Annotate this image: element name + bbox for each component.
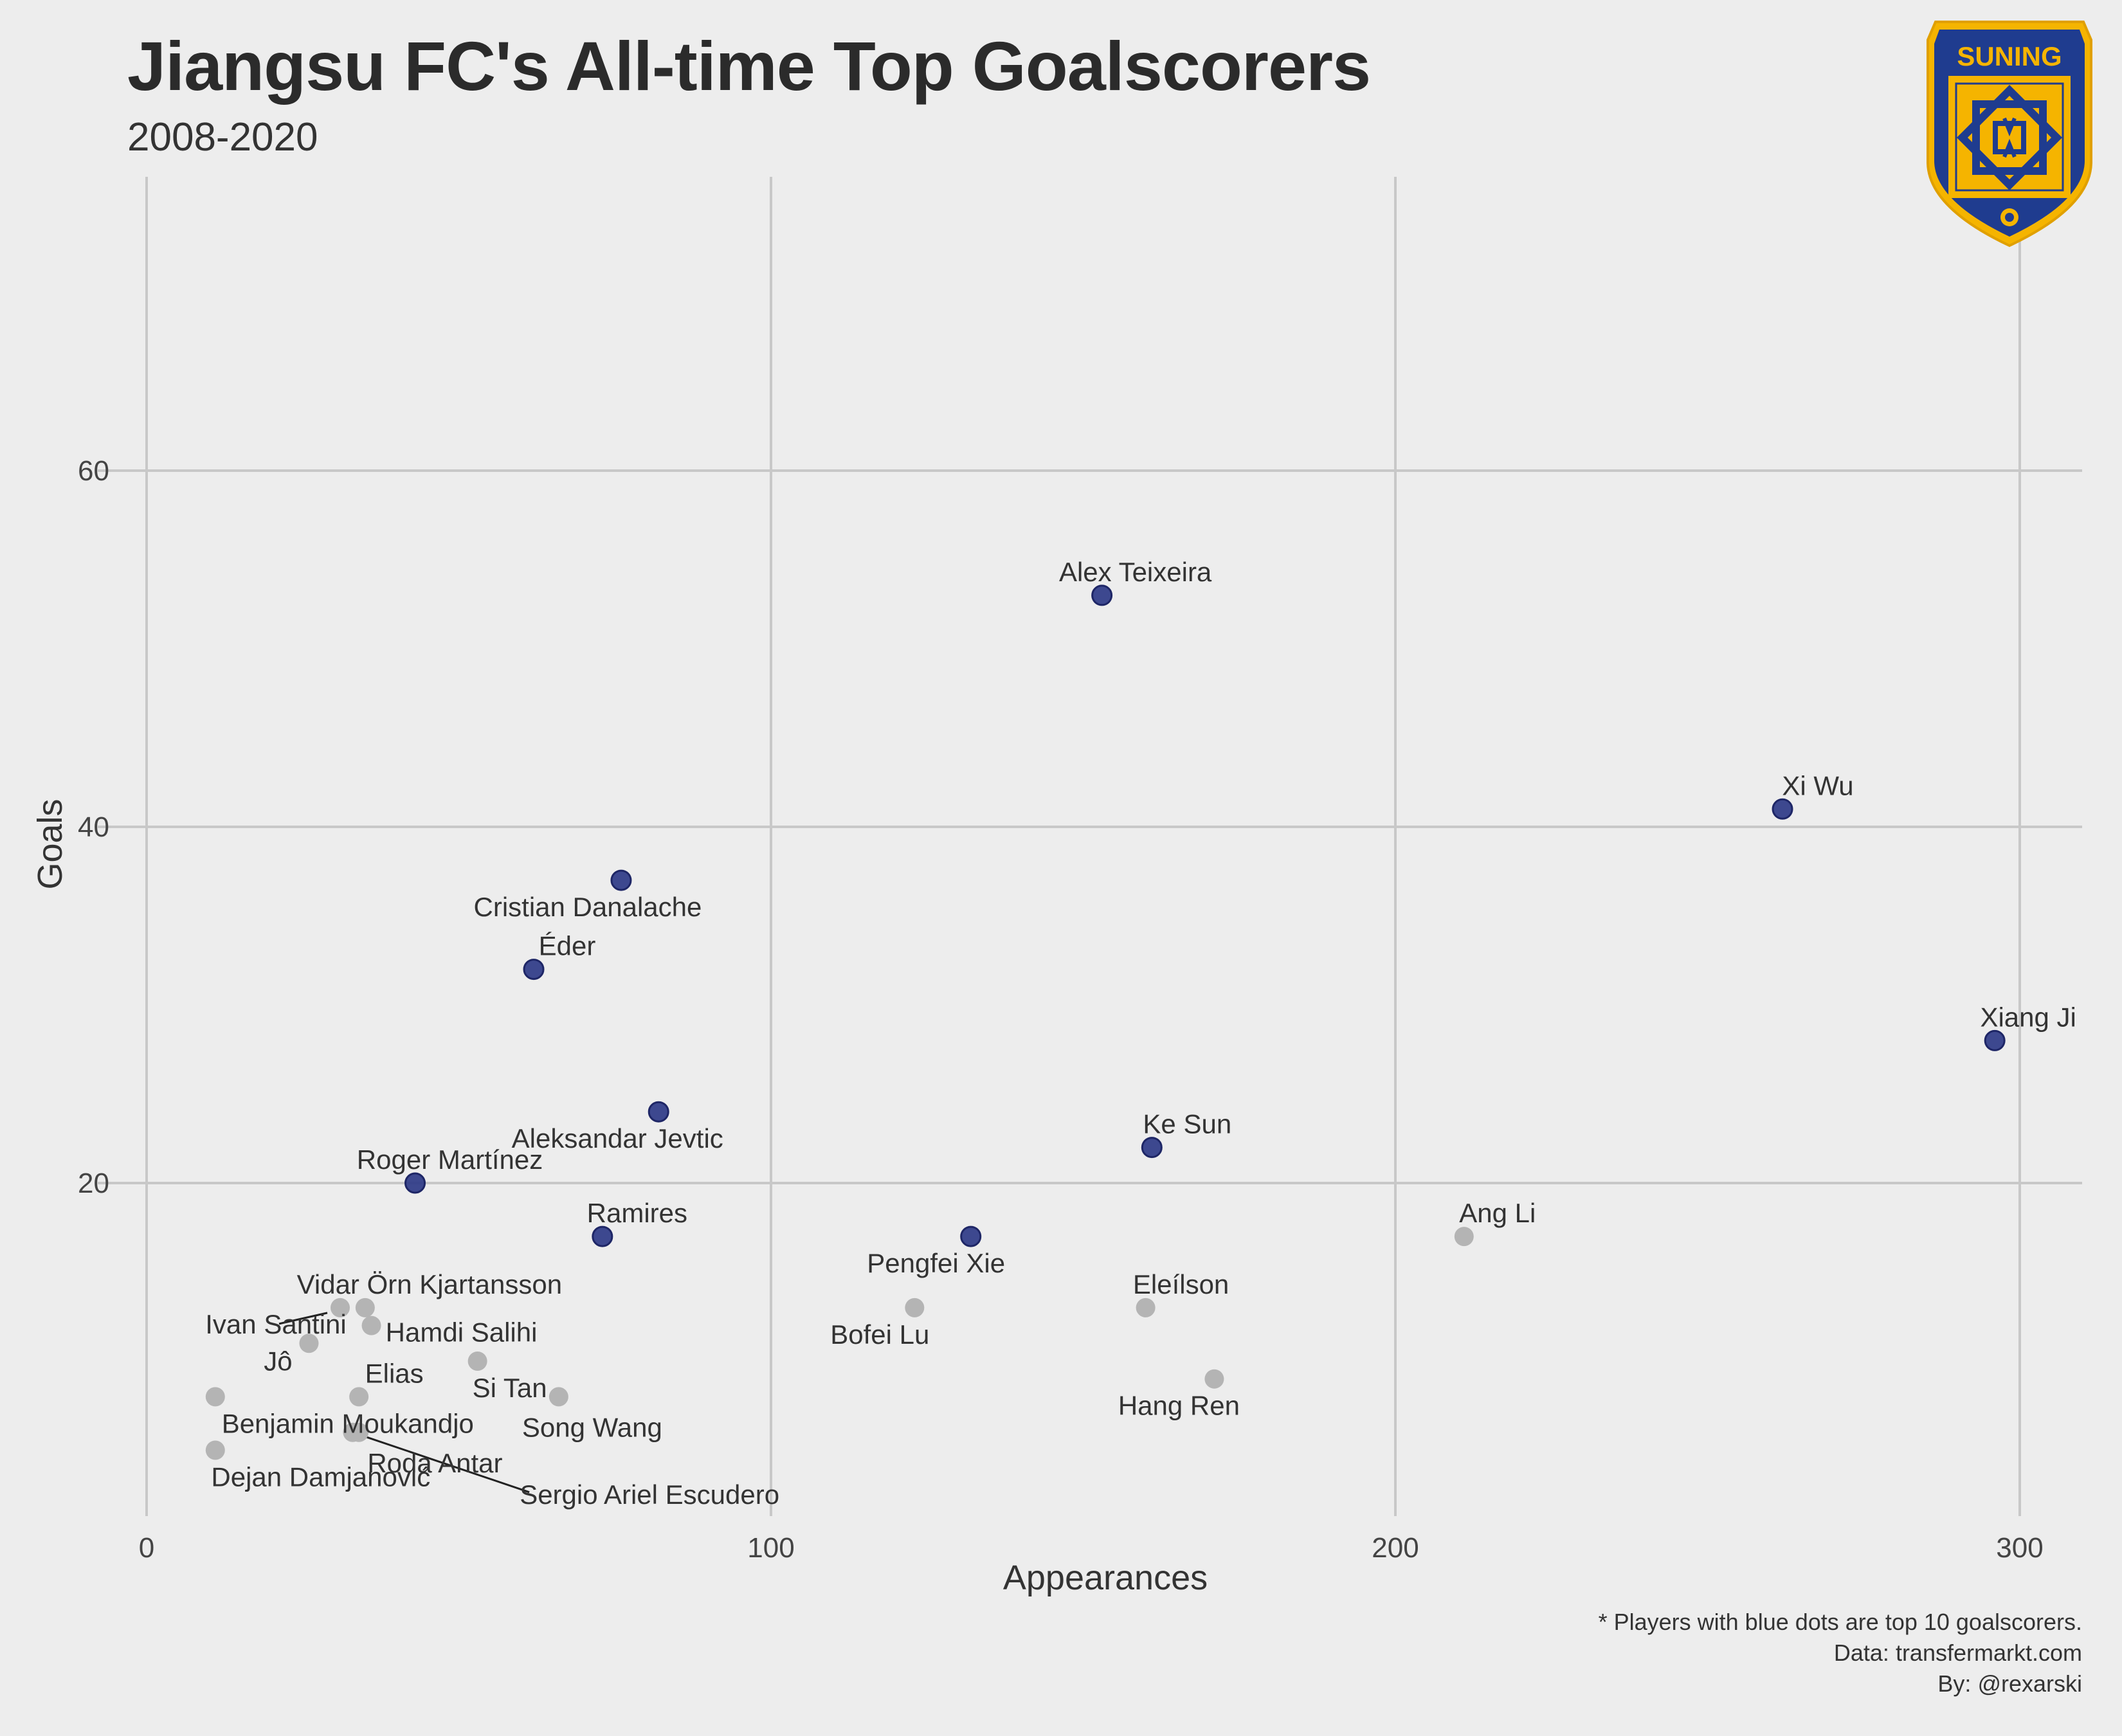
point-label: Ramires	[587, 1198, 687, 1228]
data-point	[960, 1225, 982, 1247]
y-tick-label: 20	[78, 1168, 109, 1199]
caption-source: Data: transfermarkt.com	[1833, 1640, 2082, 1666]
data-point	[549, 1387, 568, 1407]
y-axis-label: Goals	[31, 799, 69, 889]
point-label: Aleksandar Jevtic	[512, 1123, 723, 1153]
logo-text: SUNING	[1957, 41, 2062, 71]
data-point	[299, 1334, 319, 1353]
data-point	[467, 1352, 487, 1371]
data-point	[1091, 584, 1113, 606]
data-point	[648, 1101, 669, 1123]
data-point	[1772, 798, 1793, 820]
point-label: Dejan Damjanović	[211, 1462, 430, 1492]
data-point	[1454, 1227, 1474, 1247]
x-tick-label: 0	[139, 1532, 154, 1564]
chart-title: Jiangsu FC's All-time Top Goalscorers	[127, 27, 1371, 105]
data-point	[355, 1297, 375, 1317]
y-tick-label: 40	[78, 811, 109, 843]
leader-line	[278, 1312, 328, 1325]
data-point	[1204, 1369, 1224, 1389]
point-label: Pengfei Xie	[867, 1248, 1005, 1278]
data-point	[592, 1225, 613, 1247]
grid	[98, 177, 2082, 1516]
axis-ticks: 0 100 200 300 20 40 60	[78, 455, 2044, 1564]
data-point	[349, 1387, 369, 1407]
point-label: Alex Teixeira	[1059, 557, 1212, 587]
data-point	[361, 1316, 381, 1335]
data-point	[1984, 1029, 2006, 1051]
x-axis-label: Appearances	[1003, 1559, 1208, 1597]
point-label: Roger Martínez	[357, 1144, 543, 1175]
point-label: Song Wang	[522, 1412, 662, 1442]
leader-line	[363, 1435, 530, 1494]
point-label: Ivan Santini	[205, 1309, 346, 1339]
point-label: Eleílson	[1133, 1269, 1229, 1299]
point-label: Ke Sun	[1143, 1109, 1231, 1139]
chart-subtitle: 2008-2020	[127, 115, 318, 159]
caption-author: By: @rexarski	[1937, 1670, 2082, 1697]
data-point	[1141, 1137, 1163, 1159]
data-point	[1136, 1297, 1156, 1317]
point-label: Hamdi Salihi	[386, 1317, 538, 1348]
data-point	[523, 959, 545, 981]
point-label: Xi Wu	[1782, 770, 1853, 800]
data-point	[205, 1440, 225, 1460]
data-point	[331, 1297, 350, 1317]
data-point	[610, 869, 632, 891]
point-label: Éder	[539, 931, 596, 961]
point-label: Elias	[365, 1358, 424, 1388]
point-label: Vidar Örn Kjartansson	[297, 1269, 562, 1299]
point-label: Xiang Ji	[1980, 1002, 2076, 1032]
caption-note: * Players with blue dots are top 10 goal…	[1598, 1609, 2082, 1635]
point-labels: Alex Teixeira Xi Wu Cristian Danalache Éder…	[205, 557, 2076, 1510]
x-tick-label: 100	[747, 1532, 794, 1564]
data-point	[349, 1422, 369, 1442]
data-point	[905, 1297, 925, 1317]
data-point	[404, 1172, 426, 1194]
point-label: Hang Ren	[1118, 1391, 1240, 1421]
point-label: Bofei Lu	[830, 1319, 929, 1350]
y-tick-label: 60	[78, 455, 109, 487]
x-tick-label: 300	[1996, 1532, 2043, 1564]
point-label: Jô	[264, 1346, 292, 1376]
point-label: Benjamin Moukandjo	[222, 1408, 474, 1438]
club-crest-logo: SUNING	[1927, 21, 2092, 248]
point-label: Roda Antar	[367, 1448, 502, 1478]
leader-lines	[278, 1312, 530, 1494]
point-label: Ang Li	[1459, 1198, 1536, 1228]
x-tick-label: 200	[1372, 1532, 1419, 1564]
data-points	[205, 584, 2006, 1460]
point-label: Cristian Danalache	[474, 892, 702, 922]
data-point	[205, 1387, 225, 1407]
point-label: Sergio Ariel Escudero	[520, 1479, 779, 1510]
point-label: Si Tan	[473, 1373, 547, 1403]
